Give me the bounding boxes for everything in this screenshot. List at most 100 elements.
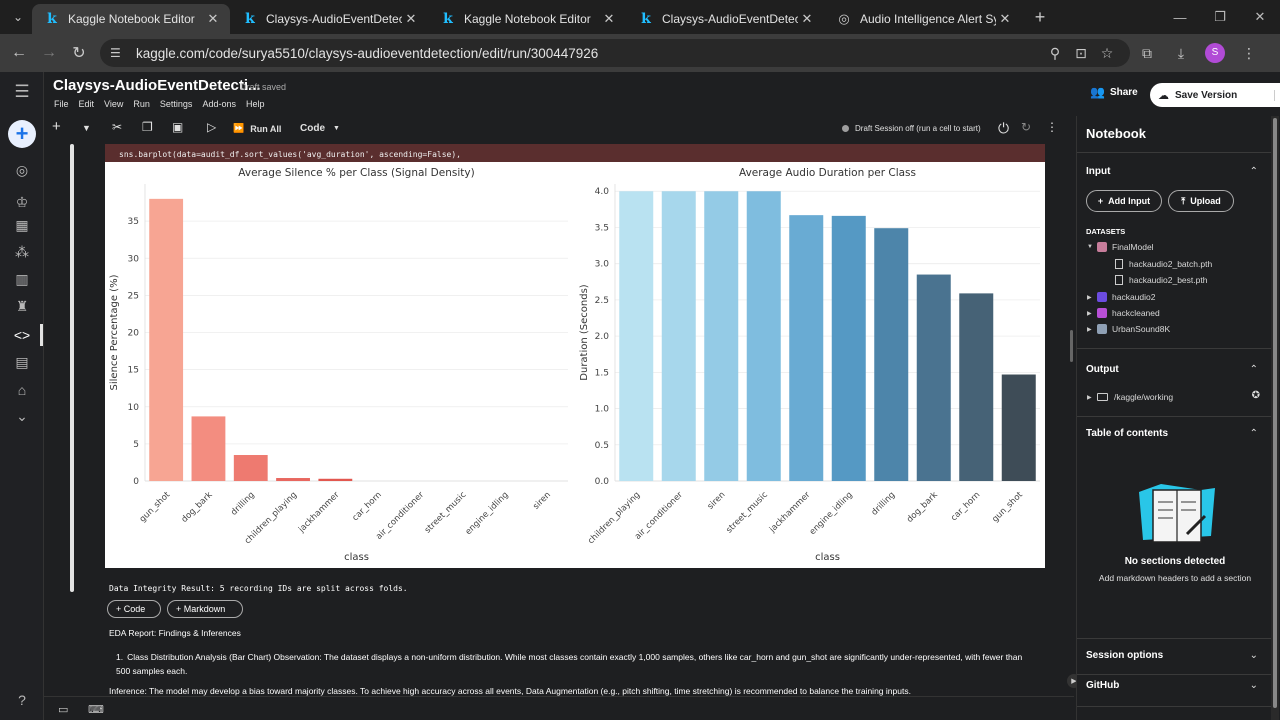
cell-type-select[interactable]: Code ▼	[300, 123, 340, 134]
copy-icon[interactable]: ❐	[142, 120, 153, 134]
session-status: Draft Session off (run a cell to start)	[842, 124, 981, 133]
benchmarks-chart-icon[interactable]: ▥	[15, 270, 29, 287]
menu-help[interactable]: Help	[245, 99, 265, 109]
caret-right-icon[interactable]: ▶	[1087, 394, 1092, 401]
url-field[interactable]: ☰ kaggle.com/code/surya5510/claysys-audi…	[100, 39, 1130, 67]
chevron-up-icon[interactable]: ⌃	[1249, 166, 1258, 177]
caret-right-icon[interactable]: ▶	[1087, 326, 1092, 333]
reload-icon[interactable]: ↻	[72, 45, 86, 62]
more-options-icon[interactable]: ⋮	[1046, 120, 1058, 134]
run-all-button[interactable]: ⏩ Run All	[233, 123, 281, 134]
chevron-down-icon[interactable]: ⌄	[1249, 680, 1258, 691]
menu-settings[interactable]: Settings	[159, 99, 193, 109]
chevron-up-icon[interactable]: ⌃	[1249, 428, 1258, 439]
profile-avatar[interactable]: S	[1205, 43, 1225, 63]
menu-edit[interactable]: Edit	[78, 99, 95, 109]
scrollbar-thumb[interactable]	[1273, 118, 1277, 708]
panel-resize-handle[interactable]	[1070, 330, 1073, 362]
site-info-icon[interactable]: ☰	[110, 46, 121, 60]
version-count[interactable]: 22	[1273, 89, 1280, 101]
menu-addons[interactable]: Add-ons	[202, 99, 236, 109]
discussions-icon[interactable]: ▤	[15, 353, 29, 370]
code-cell-line[interactable]: sns.barplot(data=audit_df.sort_values('a…	[105, 144, 1045, 162]
add-input-button[interactable]: + Add Input	[1086, 190, 1162, 212]
browser-tab-3[interactable]: k Claysys-AudioEventDetection ✕	[626, 4, 824, 34]
games-icon[interactable]: ♜	[15, 297, 29, 314]
zoom-search-icon[interactable]: ⚲	[1049, 44, 1061, 61]
share-button[interactable]: 👥 Share	[1090, 85, 1138, 99]
close-icon[interactable]: ✕	[405, 11, 417, 26]
caret-right-icon[interactable]: ▶	[1087, 294, 1092, 301]
back-icon[interactable]: ←	[11, 44, 27, 61]
file-item[interactable]: hackaudio2_batch.pth	[1115, 259, 1212, 269]
hamburger-menu-icon[interactable]: ☰	[14, 82, 30, 101]
dataset-name: hackaudio2	[1112, 292, 1156, 302]
help-icon[interactable]: ?	[18, 692, 26, 708]
browser-menu-icon[interactable]: ⋮	[1242, 44, 1256, 61]
power-icon[interactable]: ⏻	[998, 120, 1010, 136]
panel-scrollbar[interactable]	[1271, 116, 1279, 720]
notebook-title[interactable]: Claysys-AudioEventDetecti...	[53, 77, 261, 94]
paste-icon[interactable]: ▣	[172, 120, 184, 134]
chart-title: Average Silence % per Class (Signal Dens…	[238, 167, 474, 179]
keyboard-icon[interactable]: ⌨	[88, 704, 104, 716]
dataset-item-finalmodel[interactable]: ▼ FinalModel	[1087, 242, 1154, 252]
file-item[interactable]: hackaudio2_best.pth	[1115, 275, 1207, 285]
dataset-item-hackcleaned[interactable]: ▶ hackcleaned	[1087, 308, 1160, 318]
extensions-icon[interactable]: ⧉	[1142, 44, 1152, 61]
restore-icon[interactable]: ❐	[1214, 9, 1226, 24]
dataset-item-hackaudio2[interactable]: ▶ hackaudio2	[1087, 292, 1155, 302]
menu-file[interactable]: File	[54, 99, 69, 109]
output-section-title[interactable]: Output	[1086, 364, 1119, 375]
create-plus-icon[interactable]: +	[8, 120, 36, 148]
more-chevron-down-icon[interactable]: ⌄	[16, 407, 28, 424]
menu-view[interactable]: View	[104, 99, 124, 109]
dataset-item-urbansound8k[interactable]: ▶ UrbanSound8K	[1087, 324, 1170, 334]
browser-tab-0[interactable]: k Kaggle Notebook Editor ✕	[32, 4, 230, 34]
install-app-icon[interactable]: ⊡	[1075, 44, 1087, 61]
refresh-output-icon[interactable]: ✪	[1251, 390, 1260, 401]
upload-button[interactable]: ⤒ Upload	[1168, 190, 1234, 212]
save-version-button[interactable]: ☁ Save Version 22	[1150, 83, 1280, 107]
close-icon[interactable]: ✕	[999, 11, 1011, 26]
code-icon[interactable]: <>	[13, 327, 31, 343]
close-icon[interactable]: ✕	[603, 11, 615, 26]
window-close-icon[interactable]: ✕	[1254, 9, 1266, 24]
chevron-up-icon[interactable]: ⌃	[1249, 364, 1258, 375]
browser-tab-4[interactable]: ◎ Audio Intelligence Alert System ✕	[824, 4, 1022, 34]
trophy-icon[interactable]: ♔	[15, 193, 29, 210]
models-icon[interactable]: ⁂	[15, 243, 29, 260]
browser-tab-2[interactable]: k Kaggle Notebook Editor ✕	[428, 4, 626, 34]
tab-search-icon[interactable]: ⌄	[12, 10, 24, 24]
menu-run[interactable]: Run	[133, 99, 150, 109]
github-section-title[interactable]: GitHub	[1086, 680, 1120, 691]
datasets-table-icon[interactable]: ▦	[15, 216, 29, 233]
restart-icon[interactable]: ↻	[1021, 120, 1032, 134]
cut-icon[interactable]: ✂	[112, 120, 123, 134]
add-markdown-button[interactable]: + Markdown	[167, 600, 243, 618]
download-icon[interactable]: ⤓	[1177, 44, 1185, 61]
session-options-title[interactable]: Session options	[1086, 650, 1164, 661]
chevron-down-icon[interactable]: ⌄	[1249, 650, 1258, 661]
folder-icon	[1097, 393, 1108, 401]
console-icon[interactable]: ▭	[58, 704, 69, 716]
learn-icon[interactable]: ⌂	[17, 382, 27, 398]
input-section-title[interactable]: Input	[1086, 166, 1111, 177]
caret-down-icon[interactable]: ▼	[1087, 244, 1093, 250]
add-cell-chevron-icon[interactable]: ▼	[82, 123, 91, 133]
output-folder-item[interactable]: ▶ /kaggle/working	[1087, 392, 1173, 402]
minimize-icon[interactable]: —	[1173, 9, 1187, 25]
bookmark-star-icon[interactable]: ☆	[1100, 44, 1114, 61]
new-tab-icon[interactable]: +	[1034, 6, 1046, 27]
run-cell-icon[interactable]: ▷	[207, 120, 217, 134]
toc-section-title[interactable]: Table of contents	[1086, 428, 1169, 439]
add-code-button[interactable]: + Code	[107, 600, 161, 618]
forward-icon[interactable]: →	[41, 44, 57, 61]
browser-tab-1[interactable]: k Claysys-AudioEventDetection ✕	[230, 4, 428, 34]
close-icon[interactable]: ✕	[207, 11, 219, 26]
add-cell-icon[interactable]: +	[52, 118, 61, 135]
dataset-name: UrbanSound8K	[1112, 324, 1171, 334]
compass-icon[interactable]: ◎	[15, 161, 29, 178]
caret-right-icon[interactable]: ▶	[1087, 310, 1092, 317]
close-icon[interactable]: ✕	[801, 11, 813, 26]
